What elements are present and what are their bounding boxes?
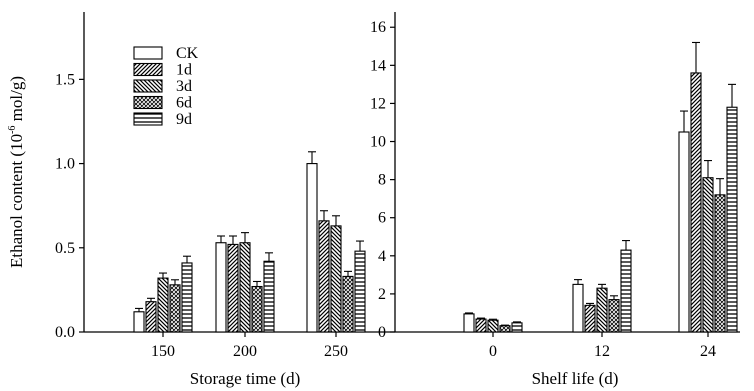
right-bar-ck-12 bbox=[572, 283, 584, 333]
left-x-tick-label: 250 bbox=[324, 343, 348, 360]
left-bar-3d-200 bbox=[239, 242, 251, 333]
left-bar-9d-250 bbox=[354, 250, 366, 333]
left-y-tick-label: 1.5 bbox=[55, 71, 75, 88]
right-y-ticks: 0 2 4 6 8 10 12 14 16 bbox=[370, 19, 395, 341]
legend-label-ck: CK bbox=[176, 45, 199, 62]
legend-label-6d: 6d bbox=[176, 95, 192, 112]
right-bars bbox=[463, 41, 738, 333]
right-x-ticks: 0 12 24 bbox=[489, 332, 716, 360]
right-y-tick-label: 12 bbox=[370, 95, 386, 112]
left-bar-ck-200 bbox=[215, 242, 227, 333]
right-bar-9d-24 bbox=[726, 106, 738, 333]
right-x-tick-label: 12 bbox=[594, 343, 610, 360]
right-bar-1d-12 bbox=[584, 304, 596, 333]
left-y-tick-label: 1.0 bbox=[55, 156, 75, 173]
right-bar-6d-0 bbox=[499, 325, 511, 333]
legend-swatch-1d bbox=[133, 62, 163, 77]
right-y-tick-label: 0 bbox=[378, 324, 386, 341]
left-bar-ck-150 bbox=[133, 311, 145, 333]
right-bar-ck-0 bbox=[463, 313, 475, 333]
left-bar-6d-250 bbox=[342, 275, 354, 333]
left-bar-6d-150 bbox=[169, 284, 181, 333]
left-bar-1d-250 bbox=[318, 220, 330, 333]
right-y-tick-label: 10 bbox=[370, 134, 386, 151]
left-bar-6d-200 bbox=[251, 285, 263, 333]
legend-swatch-ck bbox=[133, 46, 163, 60]
left-bar-3d-150 bbox=[157, 277, 169, 333]
left-bar-1d-150 bbox=[145, 301, 157, 333]
left-bar-3d-250 bbox=[330, 225, 342, 333]
right-y-tick-label: 14 bbox=[370, 57, 386, 74]
right-bar-1d-24 bbox=[690, 72, 702, 333]
legend-label-3d: 3d bbox=[176, 78, 192, 95]
legend-label-1d: 1d bbox=[176, 62, 192, 79]
left-bar-1d-200 bbox=[227, 243, 239, 333]
right-bar-9d-0 bbox=[511, 322, 523, 333]
right-bar-ck-24 bbox=[678, 131, 690, 333]
right-y-tick-label: 16 bbox=[370, 19, 386, 36]
left-x-axis-label: Storage time (d) bbox=[190, 369, 300, 388]
left-x-tick-label: 200 bbox=[233, 343, 257, 360]
right-bar-3d-24 bbox=[702, 177, 714, 333]
legend-swatch-3d bbox=[133, 79, 163, 93]
right-bar-1d-0 bbox=[475, 318, 487, 333]
left-y-tick-label: 0.0 bbox=[55, 324, 75, 341]
right-y-tick-label: 8 bbox=[378, 172, 386, 189]
left-bar-ck-250 bbox=[306, 163, 318, 333]
legend-swatch-6d bbox=[133, 95, 163, 110]
left-y-ticks: 0.0 0.5 1.0 1.5 bbox=[55, 71, 84, 341]
right-y-tick-label: 4 bbox=[378, 248, 386, 265]
legend-label-9d: 9d bbox=[176, 111, 192, 128]
right-x-axis-label: Shelf life (d) bbox=[532, 369, 619, 388]
left-y-axis-label: Ethanol content (10-6 mol/g) bbox=[7, 76, 26, 268]
left-x-ticks: 150 200 250 bbox=[151, 332, 348, 360]
right-x-tick-label: 0 bbox=[489, 343, 497, 360]
legend-swatch-9d bbox=[133, 112, 163, 126]
left-bars bbox=[133, 151, 366, 333]
left-panel: 0.0 0.5 1.0 1.5 150 200 250 Ethanol content (… bbox=[7, 12, 395, 388]
right-bar-9d-12 bbox=[620, 249, 632, 333]
right-bar-6d-24 bbox=[714, 194, 726, 333]
right-y-tick-label: 2 bbox=[378, 286, 386, 303]
right-x-tick-label: 24 bbox=[700, 343, 716, 360]
left-y-tick-label: 0.5 bbox=[55, 240, 75, 257]
right-y-tick-label: 6 bbox=[378, 210, 386, 227]
right-bar-3d-12 bbox=[596, 287, 608, 333]
left-x-tick-label: 150 bbox=[151, 343, 175, 360]
right-bar-6d-12 bbox=[608, 299, 620, 333]
right-bar-3d-0 bbox=[487, 319, 499, 333]
left-bar-9d-200 bbox=[263, 260, 275, 333]
left-bar-9d-150 bbox=[181, 262, 193, 333]
